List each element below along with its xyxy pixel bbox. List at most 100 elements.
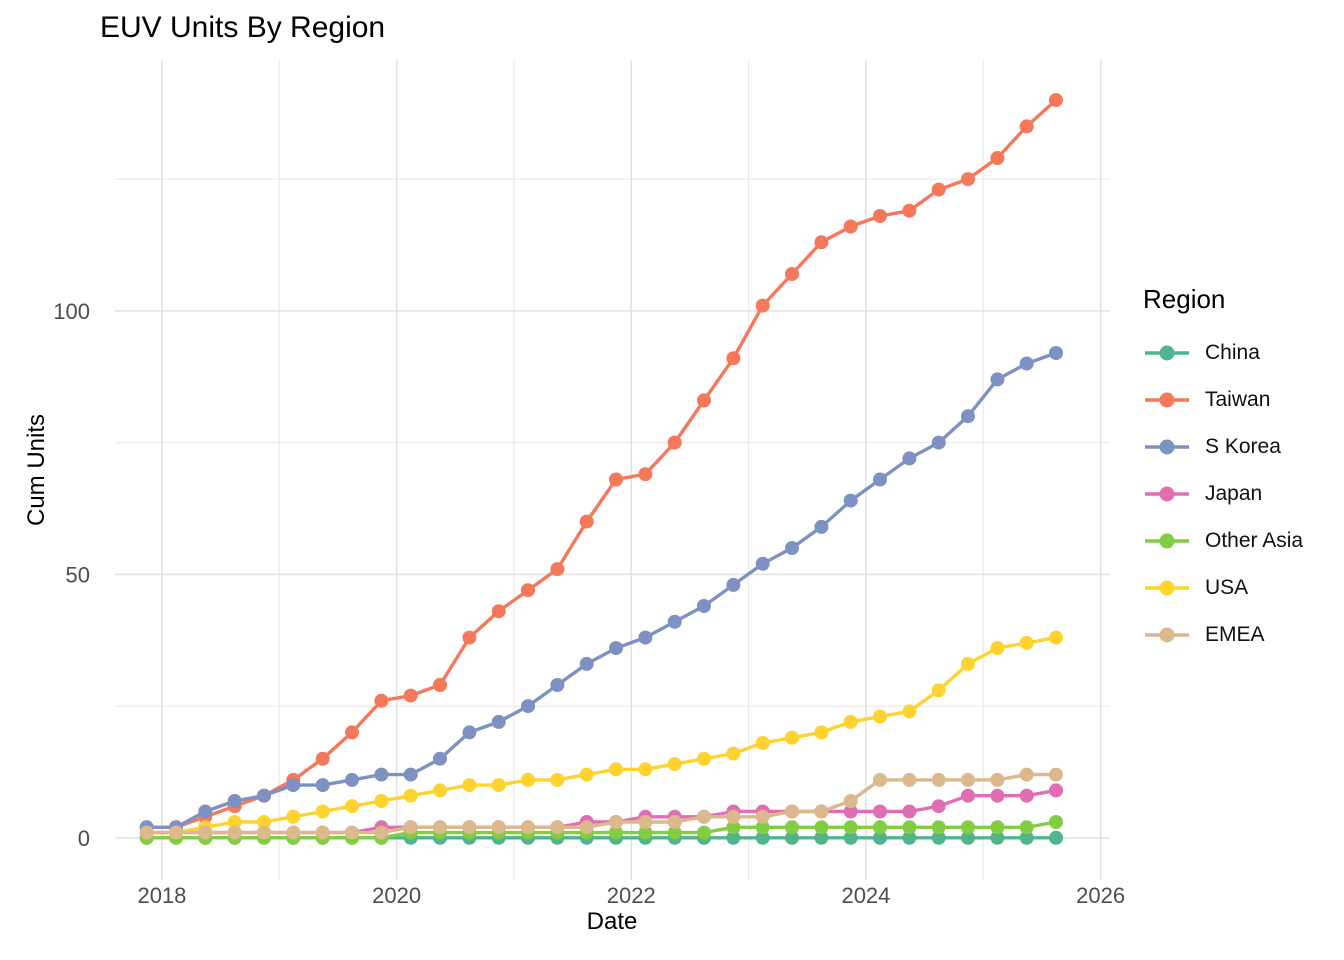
- data-point-taiwan: [843, 219, 858, 234]
- data-point-other-asia: [667, 825, 682, 840]
- data-point-emea: [521, 820, 535, 835]
- data-point-other-asia: [931, 820, 946, 835]
- data-point-usa: [902, 704, 917, 719]
- data-point-other-asia: [638, 825, 653, 840]
- data-point-emea: [843, 794, 858, 808]
- data-point-taiwan: [1019, 119, 1034, 134]
- data-point-usa: [755, 736, 770, 750]
- data-point-japan: [873, 804, 887, 819]
- data-point-other-asia: [785, 820, 799, 835]
- legend-item-usa: USA: [1143, 564, 1343, 611]
- x-tick-label: 2026: [1076, 883, 1125, 908]
- data-point-s-korea: [374, 767, 389, 782]
- data-point-taiwan: [961, 172, 975, 187]
- data-point-usa: [521, 772, 535, 787]
- data-point-emea: [550, 820, 565, 835]
- data-point-s-korea: [697, 599, 711, 613]
- x-tick-label: 2024: [841, 883, 890, 908]
- legend-key-dot: [1159, 345, 1175, 360]
- data-point-usa: [990, 641, 1005, 656]
- data-point-usa: [227, 815, 242, 829]
- legend-label: Other Asia: [1205, 528, 1304, 552]
- data-point-emea: [403, 820, 418, 835]
- data-point-emea: [462, 820, 477, 835]
- data-point-emea: [902, 772, 917, 787]
- data-point-other-asia: [814, 820, 829, 835]
- data-point-usa: [345, 799, 359, 814]
- y-tick-label: 0: [78, 826, 90, 851]
- data-point-emea: [667, 815, 682, 829]
- data-point-other-asia: [990, 820, 1005, 835]
- legend-item-other-asia: Other Asia: [1143, 517, 1343, 564]
- data-point-other-asia: [697, 825, 711, 840]
- data-point-usa: [491, 778, 506, 793]
- data-point-s-korea: [433, 751, 447, 766]
- data-point-usa: [609, 762, 623, 777]
- x-tick-label: 2018: [137, 883, 186, 908]
- y-tick-label: 50: [66, 562, 90, 587]
- data-point-usa: [462, 778, 477, 793]
- data-point-usa: [315, 804, 330, 819]
- data-point-usa: [931, 683, 946, 698]
- data-point-usa: [726, 746, 741, 761]
- data-point-china: [755, 830, 770, 845]
- data-point-usa: [814, 725, 829, 740]
- legend: Region China Taiwan S Korea Japan Other Asia…: [1143, 284, 1343, 658]
- data-point-usa: [785, 730, 799, 745]
- data-point-s-korea: [814, 519, 829, 534]
- data-point-taiwan: [1049, 93, 1063, 108]
- data-point-other-asia: [726, 820, 741, 835]
- data-point-s-korea: [257, 788, 271, 803]
- legend-items: China Taiwan S Korea Japan Other Asia USA EMEA: [1143, 329, 1343, 658]
- data-point-usa: [286, 809, 301, 824]
- data-point-china: [1019, 830, 1034, 845]
- legend-key-dot: [1159, 533, 1175, 548]
- y-tick-label: 100: [53, 299, 90, 324]
- data-point-emea: [345, 825, 359, 840]
- data-point-usa: [374, 794, 389, 808]
- data-point-taiwan: [726, 351, 741, 366]
- data-point-emea: [1049, 767, 1063, 782]
- data-point-s-korea: [931, 435, 946, 450]
- data-point-s-korea: [550, 678, 565, 692]
- data-point-other-asia: [873, 820, 887, 835]
- data-point-s-korea: [345, 772, 359, 787]
- data-point-usa: [1049, 630, 1063, 645]
- data-point-china: [931, 830, 946, 845]
- data-point-emea: [990, 772, 1005, 787]
- data-point-usa: [257, 815, 271, 829]
- data-point-japan: [961, 788, 975, 803]
- legend-key-icon-s-korea: [1145, 439, 1189, 454]
- legend-label: Japan: [1205, 481, 1263, 505]
- x-axis-title: Date: [586, 908, 638, 935]
- data-point-taiwan: [931, 182, 946, 197]
- data-point-taiwan: [374, 693, 389, 708]
- data-point-usa: [667, 757, 682, 772]
- data-point-usa: [550, 772, 565, 787]
- data-point-s-korea: [315, 778, 330, 793]
- data-point-japan: [1019, 788, 1034, 803]
- data-point-other-asia: [609, 825, 623, 840]
- data-point-usa: [579, 767, 594, 782]
- data-point-s-korea: [227, 794, 242, 808]
- series-line-s-korea: [144, 351, 1058, 829]
- legend-key-dot: [1159, 392, 1175, 407]
- data-point-usa: [843, 714, 858, 729]
- data-point-s-korea: [579, 656, 594, 671]
- data-point-taiwan: [462, 630, 477, 645]
- data-point-usa: [961, 656, 975, 671]
- data-point-taiwan: [433, 678, 447, 692]
- x-tick-label: 2022: [607, 883, 656, 908]
- data-point-taiwan: [873, 209, 887, 223]
- data-point-emea: [785, 804, 799, 819]
- data-point-emea: [1019, 767, 1034, 782]
- data-point-s-korea: [521, 699, 535, 714]
- data-point-other-asia: [1019, 820, 1034, 835]
- data-point-s-korea: [403, 767, 418, 782]
- legend-item-s-korea: S Korea: [1143, 423, 1343, 470]
- data-point-emea: [227, 825, 242, 840]
- data-point-emea: [931, 772, 946, 787]
- chart-title: EUV Units By Region: [100, 11, 386, 44]
- data-point-japan: [931, 799, 946, 814]
